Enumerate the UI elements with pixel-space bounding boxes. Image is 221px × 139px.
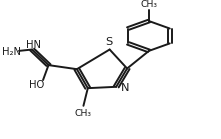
Text: HN: HN — [26, 40, 41, 50]
Text: CH₃: CH₃ — [75, 109, 92, 118]
Text: CH₃: CH₃ — [141, 0, 158, 9]
Text: HO: HO — [29, 80, 44, 90]
Text: N: N — [121, 83, 129, 93]
Text: S: S — [105, 37, 112, 47]
Text: H₂N: H₂N — [2, 47, 21, 57]
